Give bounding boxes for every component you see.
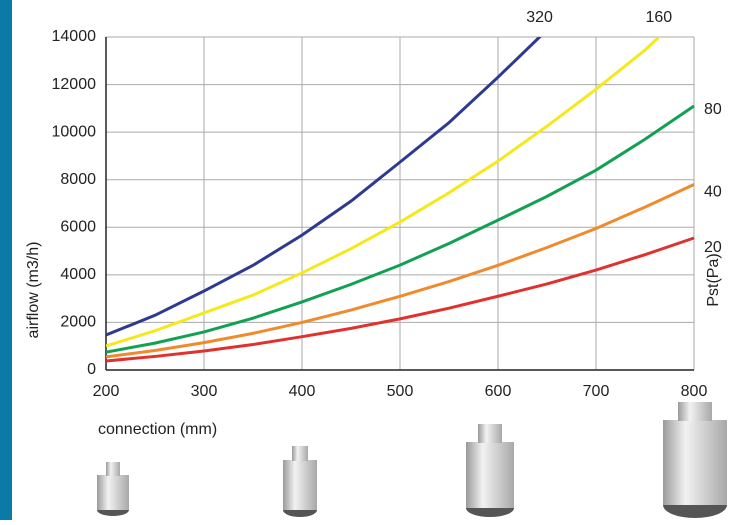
y-tick-label: 12000 — [52, 76, 97, 93]
x-tick-label: 400 — [289, 383, 316, 400]
series-label: 80 — [704, 101, 722, 118]
side-stripe — [0, 0, 12, 520]
y-tick-label: 2000 — [60, 314, 96, 331]
x-tick-label: 700 — [583, 383, 610, 400]
series-line — [106, 37, 662, 348]
product-400 — [283, 446, 317, 517]
y-tick-label: 0 — [87, 361, 96, 378]
product-200 — [97, 462, 129, 516]
y2-axis-label: Pst(Pa) — [705, 253, 722, 306]
series-line — [106, 236, 695, 363]
x-tick-label: 300 — [191, 383, 218, 400]
x-tick-label: 600 — [485, 383, 512, 400]
series-line — [106, 37, 542, 337]
series-label: 320 — [526, 9, 553, 26]
product-images — [97, 402, 727, 518]
y-tick-label: 10000 — [52, 123, 97, 140]
y-axis-label: airflow (m3/h) — [25, 242, 42, 339]
series-label: 20 — [704, 239, 722, 256]
product-600 — [466, 424, 514, 517]
x-tick-label: 500 — [387, 383, 414, 400]
x-axis-label: connection (mm) — [98, 421, 217, 438]
product-800 — [663, 402, 727, 518]
x-tick-label: 200 — [93, 383, 120, 400]
y-tick-label: 14000 — [52, 28, 97, 45]
series-label: 160 — [645, 9, 672, 26]
y-tick-label: 4000 — [60, 266, 96, 283]
y-tick-label: 8000 — [60, 171, 96, 188]
plot-area — [106, 37, 695, 363]
y-tick-label: 6000 — [60, 219, 96, 236]
series-line — [106, 183, 695, 359]
series-line — [106, 104, 695, 354]
x-tick-label: 800 — [681, 383, 708, 400]
series-label: 40 — [704, 184, 722, 201]
